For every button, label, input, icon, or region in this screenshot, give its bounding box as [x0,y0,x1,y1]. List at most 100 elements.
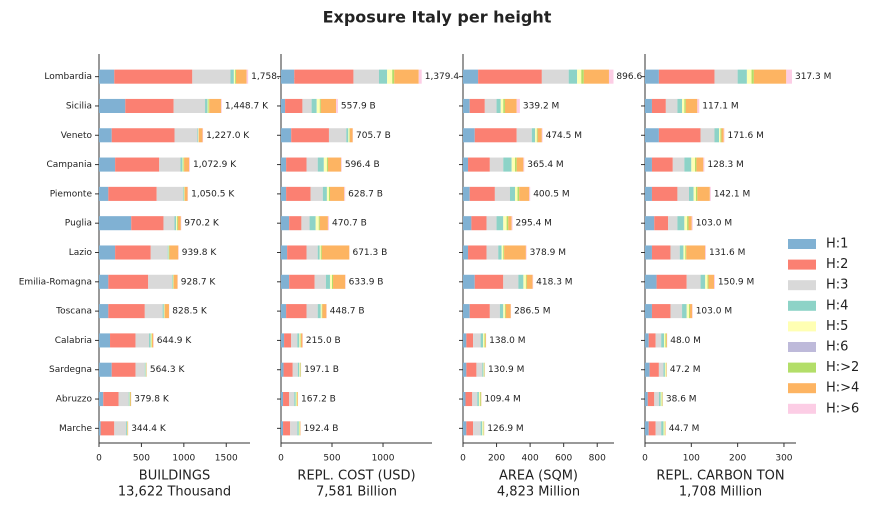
bar-segment [466,421,474,436]
bar-segment [707,274,709,289]
bar-segment [541,69,569,84]
bar-segment [287,245,307,260]
x-axis-sublabel: 4,823 Million [497,485,580,500]
bar-segment [108,186,157,201]
category-label: Calabria [55,336,92,346]
bar-segment [658,69,715,84]
x-tick-label: 400 [522,454,539,464]
bar-segment [463,245,469,260]
bar-segment [169,245,179,260]
total-label: 633.9 B [349,277,384,287]
bar-segment [285,98,303,113]
bar-segment [666,333,668,348]
bar-segment [651,304,671,319]
total-label: 939.8 K [182,248,218,258]
bar-segment [685,98,698,113]
total-label: 48.0 M [670,336,701,346]
bar-segment [688,216,692,231]
bar-segment [349,128,350,143]
total-label: 167.2 B [301,395,336,405]
bar-segment [658,128,701,143]
bar-segment [508,216,512,231]
x-axis-label: REPL. COST (USD) [297,469,415,484]
bar-segment [661,333,664,348]
bar-segment [469,304,490,319]
x-axis-label: REPL. CARBON TON [656,469,784,484]
bar-segment [317,245,320,260]
bar-segment [526,274,533,289]
bar-segment [128,392,130,407]
bar-segment [721,128,724,143]
legend-label: H:>2 [826,360,859,375]
legend-swatch [788,280,816,291]
bar-segment [494,186,510,201]
bar-segment [236,69,247,84]
bar-segment [686,274,701,289]
bar-segment [309,216,316,231]
bar-segment [503,157,512,172]
bar-segment [663,421,665,436]
bar-segment [283,392,290,407]
bar-segment [320,304,322,319]
bar-segment [108,304,145,319]
bar-segment [177,216,181,231]
total-label: 1,448.7 K [225,101,269,111]
bar-segment [318,216,320,231]
bar-segment [320,98,337,113]
bar-segment [149,333,151,348]
bar-segment [295,392,297,407]
bar-segment [281,304,287,319]
bar-segment [327,216,330,231]
bar-segment [286,186,311,201]
bar-segment [100,421,115,436]
bar-segment [328,186,330,201]
bar-segment [463,421,467,436]
bar-segment [387,69,393,84]
bar-segment [156,186,183,201]
bar-segment [115,157,160,172]
bar-segment [687,216,689,231]
bar-segment [192,69,231,84]
bar-segment [289,216,302,231]
bar-segment [658,362,664,377]
bar-segment [317,157,324,172]
total-label: 344.4 K [131,424,167,434]
bar-segment [651,245,671,260]
bar-segment [463,69,479,84]
bar-segment [281,333,285,348]
bar-segment [299,362,301,377]
bar-segment [695,186,698,201]
bar-segment [328,128,347,143]
total-label: 138.0 M [489,336,525,346]
bar-segment [320,245,322,260]
bar-segment [297,392,298,407]
bar-segment [682,98,685,113]
bar-segment [281,157,287,172]
bar-segment [684,157,692,172]
total-label: 38.6 M [666,395,697,405]
bar-segment [468,157,490,172]
legend-swatch [788,300,816,311]
bar-segment [483,362,485,377]
bar-segment [394,69,419,84]
bar-segment [301,216,310,231]
bar-segment [302,333,303,348]
bar-segment [291,128,329,143]
bar-segment [127,421,129,436]
bar-segment [720,128,722,143]
bar-segment [281,362,284,377]
bar-segment [99,186,109,201]
bar-segment [693,186,696,201]
total-label: 1,227.0 K [206,131,250,141]
x-tick-label: 200 [729,454,746,464]
bar-segment [281,98,286,113]
bar-segment [114,69,193,84]
bar-segment [660,392,662,407]
bar-segment [645,304,652,319]
bar-segment [683,245,686,260]
bar-segment [703,157,705,172]
x-tick-label: 0 [642,454,648,464]
bar-segment [466,333,474,348]
bar-segment [523,157,525,172]
bar-segment [525,245,527,260]
